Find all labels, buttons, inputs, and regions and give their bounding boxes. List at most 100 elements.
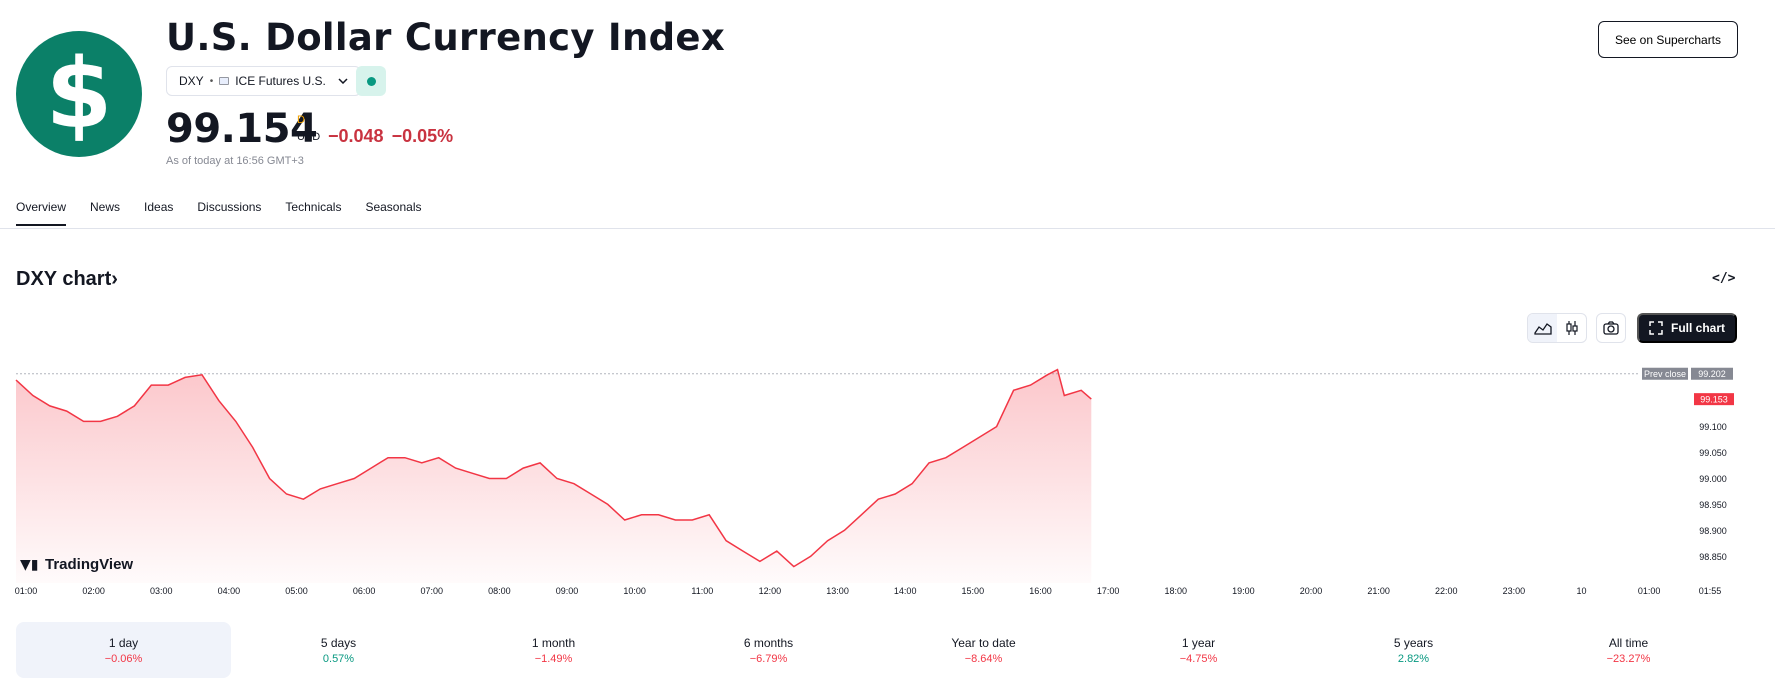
y-tick-label: 99.000 bbox=[1699, 474, 1727, 484]
chart-section-title[interactable]: DXY chart› bbox=[16, 268, 118, 291]
x-tick-label: 01:00 bbox=[1638, 586, 1661, 596]
tab-discussions[interactable]: Discussions bbox=[197, 200, 261, 226]
change-absolute: −0.048 bbox=[328, 126, 384, 146]
timestamp: As of today at 16:56 GMT+3 bbox=[166, 155, 304, 167]
x-tick-label: 11:00 bbox=[691, 586, 713, 596]
chevron-down-icon bbox=[338, 76, 348, 87]
change-percent: −0.05% bbox=[391, 126, 454, 146]
period-value: −1.49% bbox=[534, 652, 573, 665]
last-price-badge-text: 99.153 bbox=[1700, 395, 1728, 405]
period-value: −0.06% bbox=[104, 652, 143, 665]
x-tick-label: 07:00 bbox=[421, 586, 444, 596]
tab-label: Discussions bbox=[197, 200, 262, 214]
period-value: −6.79% bbox=[749, 652, 788, 665]
y-tick-label: 99.100 bbox=[1699, 422, 1727, 432]
period-1-year[interactable]: 1 year −4.75% bbox=[1091, 622, 1306, 678]
x-tick-label: 02:00 bbox=[82, 586, 105, 596]
period-label: 1 year bbox=[1181, 635, 1216, 650]
x-tick-label: 14:00 bbox=[894, 586, 917, 596]
period-label: 6 months bbox=[743, 635, 794, 650]
prev-close-label-bg bbox=[1642, 367, 1688, 380]
x-tick-label: 09:00 bbox=[556, 586, 579, 596]
live-dot-icon bbox=[366, 76, 376, 86]
tab-technicals[interactable]: Technicals bbox=[285, 200, 341, 226]
x-tick-label: 13:00 bbox=[826, 586, 849, 596]
see-on-supercharts-button[interactable]: See on Supercharts bbox=[1598, 21, 1738, 58]
period-value: 0.57% bbox=[322, 652, 355, 665]
period-label: 5 days bbox=[320, 635, 357, 650]
prev-close-label: Prev close bbox=[1644, 369, 1686, 379]
prev-close-value: 99.202 bbox=[1698, 369, 1726, 379]
tab-label: Overview bbox=[16, 200, 67, 214]
x-tick-label: 19:00 bbox=[1232, 586, 1255, 596]
full-chart-button[interactable]: Full chart bbox=[1637, 313, 1737, 343]
period-year-to-date[interactable]: Year to date −8.64% bbox=[876, 622, 1091, 678]
x-tick-label: 23:00 bbox=[1503, 586, 1526, 596]
period-value: −8.64% bbox=[964, 652, 1003, 665]
period-label: 1 day bbox=[108, 635, 139, 650]
market-status-badge[interactable] bbox=[356, 66, 386, 96]
tab-ideas[interactable]: Ideas bbox=[144, 200, 173, 226]
chevron-right-icon: › bbox=[111, 268, 118, 290]
period-label: Year to date bbox=[951, 635, 1016, 650]
symbol-ticker: DXY bbox=[179, 74, 204, 88]
x-tick-label: 12:00 bbox=[759, 586, 782, 596]
exchange-name: ICE Futures U.S. bbox=[235, 74, 326, 88]
dollar-logo-icon: $ bbox=[45, 38, 113, 150]
tab-label: Technicals bbox=[285, 200, 342, 214]
x-tick-label: 03:00 bbox=[150, 586, 173, 596]
y-tick-label: 98.850 bbox=[1699, 552, 1727, 562]
period-1-day[interactable]: 1 day −0.06% bbox=[16, 622, 231, 678]
exchange-flag-icon bbox=[219, 77, 230, 85]
delayed-flag: D bbox=[297, 114, 305, 126]
prev-close-value-bg bbox=[1691, 367, 1733, 380]
x-tick-label: 10:00 bbox=[623, 586, 646, 596]
price-chart[interactable]: Prev close 99.202 99.100 99.050 99.000 98.95… bbox=[0, 355, 1775, 600]
x-tick-label: 22:00 bbox=[1435, 586, 1458, 596]
page-title: U.S. Dollar Currency Index bbox=[166, 16, 725, 59]
tradingview-watermark[interactable]: ▼▮ TradingView bbox=[20, 556, 133, 573]
x-tick-label: 16:00 bbox=[1029, 586, 1052, 596]
x-tick-label: 21:00 bbox=[1367, 586, 1390, 596]
price-change: −0.048 −0.05% bbox=[328, 126, 461, 147]
symbol-logo: $ bbox=[16, 31, 142, 157]
last-price-badge bbox=[1694, 393, 1734, 406]
tab-seasonals[interactable]: Seasonals bbox=[365, 200, 421, 226]
camera-icon[interactable] bbox=[1596, 313, 1626, 343]
y-tick-label: 98.900 bbox=[1699, 526, 1727, 536]
price-currency: USD bbox=[297, 131, 321, 143]
price-line bbox=[15, 368, 1092, 568]
period-value: −4.75% bbox=[1179, 652, 1218, 665]
period-value: 2.82% bbox=[1397, 652, 1430, 665]
exchange-selector[interactable]: DXY • ICE Futures U.S. bbox=[166, 66, 361, 96]
tab-label: Seasonals bbox=[365, 200, 422, 214]
period-all-time[interactable]: All time −23.27% bbox=[1521, 622, 1736, 678]
period-6-months[interactable]: 6 months −6.79% bbox=[661, 622, 876, 678]
x-tick-label: 01:00 bbox=[15, 586, 38, 596]
tab-overview[interactable]: Overview bbox=[16, 200, 67, 226]
area-chart-icon[interactable] bbox=[1528, 314, 1557, 342]
period-5-days[interactable]: 5 days 0.57% bbox=[231, 622, 446, 678]
candles-chart-icon[interactable] bbox=[1557, 314, 1586, 342]
period-1-month[interactable]: 1 month −1.49% bbox=[446, 622, 661, 678]
tab-bar: Overview News Ideas Discussions Technica… bbox=[16, 200, 422, 226]
x-tick-label: 15:00 bbox=[962, 586, 985, 596]
code-embed-icon[interactable]: </> bbox=[1712, 271, 1736, 286]
chart-style-toggle bbox=[1527, 313, 1587, 343]
x-tick-label: 05:00 bbox=[285, 586, 308, 596]
period-label: 5 years bbox=[1393, 635, 1434, 650]
period-5-years[interactable]: 5 years 2.82% bbox=[1306, 622, 1521, 678]
tab-divider bbox=[0, 228, 1775, 229]
tab-news[interactable]: News bbox=[90, 200, 120, 226]
x-tick-label: 17:00 bbox=[1097, 586, 1120, 596]
x-tick-label: 20:00 bbox=[1300, 586, 1323, 596]
x-tick-label: 06:00 bbox=[353, 586, 376, 596]
svg-text:▼▮: ▼▮ bbox=[20, 557, 38, 573]
period-performance-bar: 1 day −0.06% 5 days 0.57% 1 month −1.49% 6 … bbox=[16, 622, 1736, 678]
x-tick-label: 10 bbox=[1576, 586, 1586, 596]
x-tick-label: 04:00 bbox=[218, 586, 241, 596]
fullscreen-icon bbox=[1649, 321, 1663, 335]
tab-label: Ideas bbox=[144, 200, 174, 214]
period-label: 1 month bbox=[531, 635, 576, 650]
x-tick-label: 08:00 bbox=[488, 586, 511, 596]
